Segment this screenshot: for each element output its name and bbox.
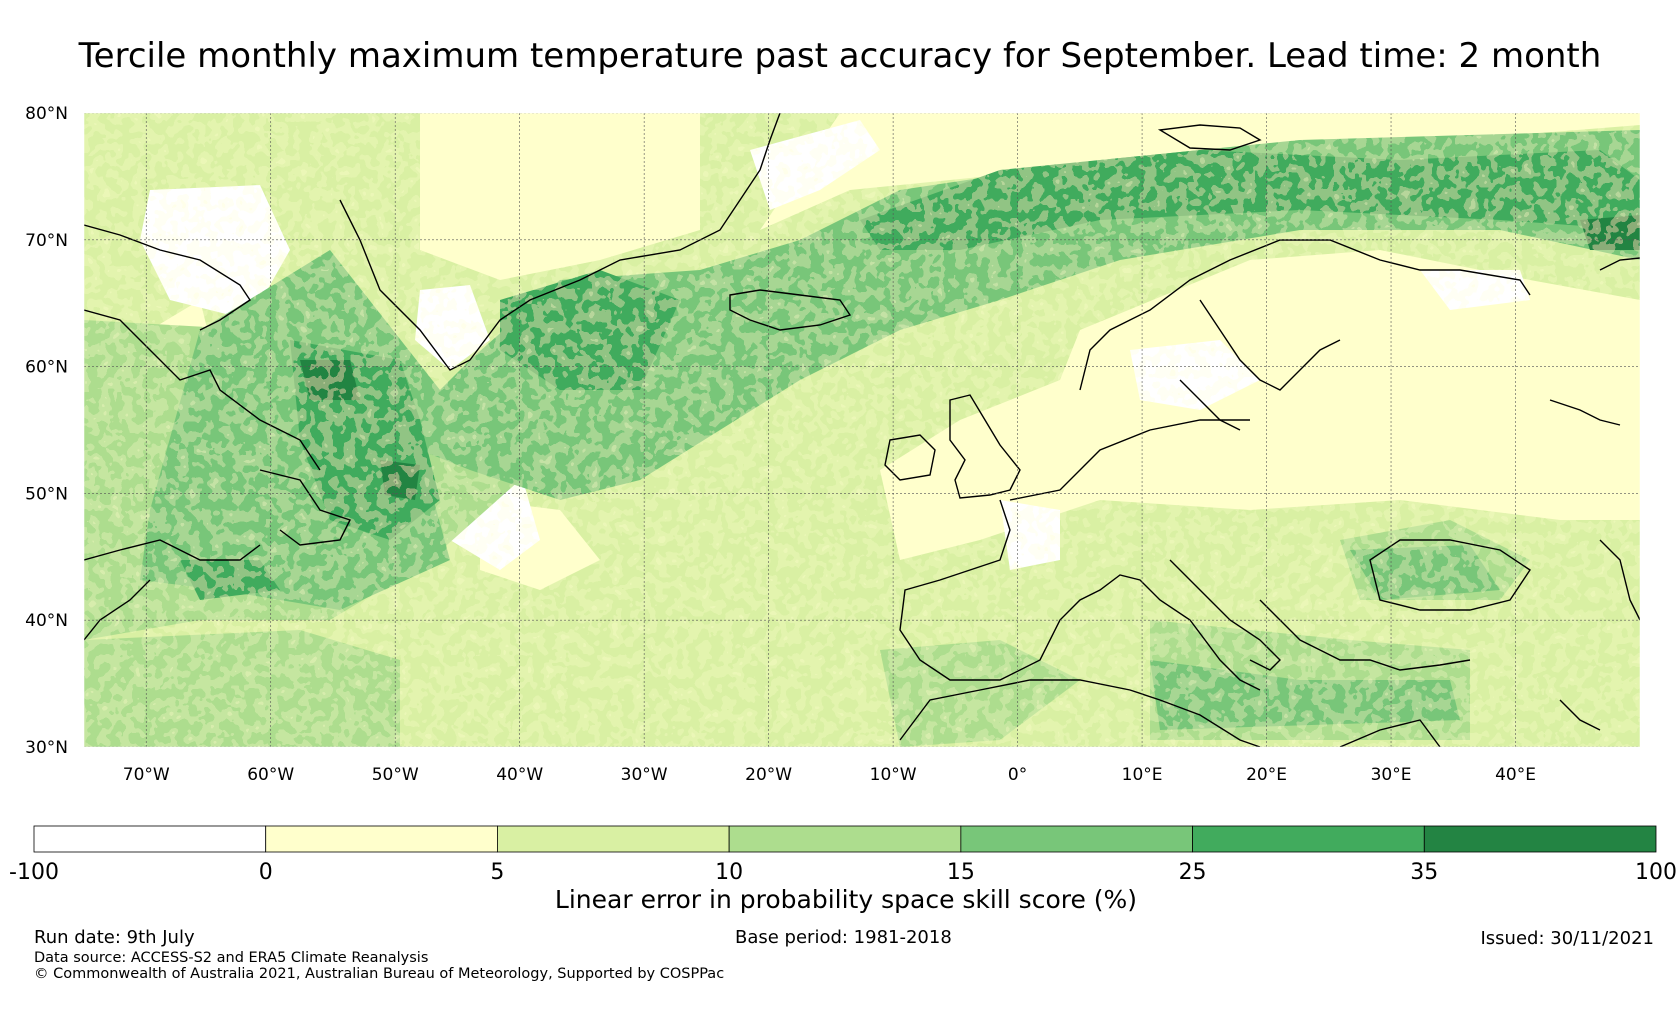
lon-tick-label: 30°W [621,765,668,780]
colorbar-swatch [265,825,498,853]
run-date: Run date: 9th July [34,927,195,948]
base-period: Base period: 1981-2018 [735,927,952,948]
lon-tick-label: 10°W [870,765,917,780]
lat-tick-label: 50°N [25,484,68,504]
lon-tick-label: 20°E [1246,765,1287,780]
gridlines [84,113,1640,747]
skill-map: 30°N 40°N 50°N 60°N 70°N 80°N 70°W 60°W 50°W 40°… [25,104,1641,780]
colorbar-tick-label: 100 [1635,860,1677,885]
colorbar-tick-label: -100 [9,860,59,885]
colorbar-swatch [1192,825,1425,853]
colorbar-swatch [497,825,730,853]
lon-tick-label: 70°W [123,765,170,780]
colorbar-ticks: -100 0 5 10 15 25 35 100 [9,860,1677,885]
colorbar-tick-label: 15 [947,860,975,885]
issued-date: Issued: 30/11/2021 [1480,928,1654,949]
colorbar-tick-label: 35 [1410,860,1438,885]
copyright: © Commonwealth of Australia 2021, Austra… [34,966,725,982]
longitude-labels: 70°W 60°W 50°W 40°W 30°W 20°W 10°W 0° 10°E 20°E 30… [123,765,1536,780]
lon-tick-label: 0° [1008,765,1027,780]
lon-tick-label: 60°W [247,765,294,780]
lat-tick-label: 70°N [25,231,68,251]
map-title: Tercile monthly maximum temperature past… [78,36,1602,76]
colorbar-tick-label: 25 [1179,860,1207,885]
colorbar-swatches [33,825,1657,853]
colorbar-tick-label: 5 [490,860,504,885]
data-source: Data source: ACCESS-S2 and ERA5 Climate … [34,950,429,966]
colorbar-label: Linear error in probability space skill … [555,885,1137,914]
lon-tick-label: 20°W [745,765,792,780]
lon-tick-label: 40°E [1495,765,1536,780]
colorbar-swatch [33,825,267,853]
colorbar-tick-label: 0 [259,860,273,885]
latitude-labels: 30°N 40°N 50°N 60°N 70°N 80°N [25,104,68,758]
colorbar-swatch [1423,825,1657,853]
skill-field [84,113,1640,747]
lon-tick-label: 10°E [1122,765,1163,780]
colorbar-tick-label: 10 [715,860,743,885]
lat-tick-label: 30°N [25,738,68,758]
lon-tick-label: 40°W [496,765,543,780]
lat-tick-label: 80°N [25,104,68,124]
lon-tick-label: 50°W [372,765,419,780]
colorbar-swatch [728,825,962,853]
lon-tick-label: 30°E [1371,765,1412,780]
colorbar-swatch [960,825,1193,853]
lat-tick-label: 60°N [25,358,68,378]
lat-tick-label: 40°N [25,611,68,631]
